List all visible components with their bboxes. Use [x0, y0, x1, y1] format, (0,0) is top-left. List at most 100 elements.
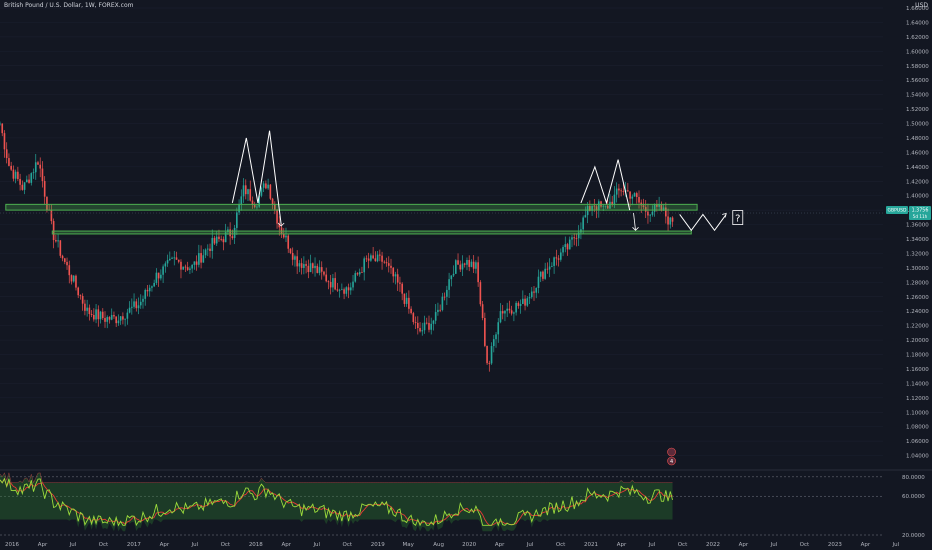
candle-body	[361, 272, 363, 273]
y-tick-label: 1.14000	[906, 381, 929, 387]
candle-body	[247, 189, 249, 195]
candle-body	[470, 261, 473, 267]
candle-body	[55, 240, 57, 242]
candle-body	[390, 265, 392, 268]
candle-body	[566, 244, 569, 250]
candle-body	[8, 158, 10, 166]
y-tick-label: 1.32000	[906, 251, 929, 257]
candle-body	[222, 239, 225, 243]
candle-body	[211, 237, 214, 251]
y-tick-label: 1.60000	[906, 49, 929, 55]
x-tick-label: Oct	[556, 542, 566, 548]
candle-body	[370, 255, 372, 261]
candle-body	[345, 287, 348, 294]
y-tick-label: 1.18000	[906, 353, 929, 359]
candle-body	[229, 229, 231, 237]
y-tick-label: 1.58000	[906, 64, 929, 70]
candle-body	[667, 216, 669, 225]
candle-body	[633, 193, 636, 197]
y-tick-label: 1.26000	[906, 295, 929, 301]
candle-body	[173, 257, 176, 259]
y-tick-label: 1.52000	[906, 107, 929, 113]
x-tick-label: 2020	[462, 542, 476, 548]
candle-body	[343, 289, 345, 294]
candle-body	[95, 309, 97, 320]
double-top-drawing	[580, 159, 631, 211]
x-tick-label: 2022	[706, 542, 720, 548]
y-tick-label: 1.20000	[906, 338, 929, 344]
candle-body	[452, 273, 455, 276]
candle-body	[671, 217, 674, 222]
candle-body	[164, 263, 167, 267]
candle-body	[535, 287, 538, 293]
candle-body	[662, 207, 665, 211]
candle-body	[329, 281, 332, 288]
candle-body	[233, 227, 236, 238]
candle-body	[28, 179, 30, 183]
candle-body	[307, 265, 310, 273]
candle-body	[656, 204, 658, 207]
candle-body	[300, 263, 303, 268]
candle-body	[287, 235, 290, 249]
candle-body	[88, 307, 91, 315]
candle-body	[446, 289, 448, 297]
rsi-tick-label: 60.0000	[902, 494, 925, 500]
candle-body	[262, 183, 265, 188]
candle-body	[81, 295, 84, 304]
x-tick-label: Oct	[342, 542, 352, 548]
y-tick-label: 1.12000	[906, 396, 929, 402]
candle-body	[589, 206, 591, 211]
candle-body	[303, 264, 305, 268]
candle-body	[37, 162, 39, 165]
candle-body	[504, 310, 506, 314]
resistance-zone	[5, 203, 698, 211]
y-tick-label: 1.66000	[906, 6, 929, 12]
y-tick-label: 1.56000	[906, 78, 929, 84]
candle-body	[240, 196, 243, 205]
x-tick-label: 2021	[584, 542, 598, 548]
candle-body	[168, 258, 171, 261]
candle-body	[379, 254, 381, 256]
y-tick-label: 1.62000	[906, 35, 929, 41]
candle-body	[119, 316, 122, 321]
candle-body	[43, 181, 46, 197]
candle-body	[90, 314, 93, 315]
candle-body	[144, 289, 147, 299]
projection-path	[679, 213, 727, 232]
candle-body	[180, 261, 182, 270]
candle-body	[396, 274, 399, 283]
candle-body	[481, 304, 484, 319]
candle-body	[564, 244, 567, 248]
candle-body	[57, 240, 59, 242]
candle-body	[3, 133, 6, 150]
currency-label[interactable]: USD	[915, 2, 928, 9]
y-tick-label: 1.44000	[906, 165, 929, 171]
candle-body	[437, 309, 439, 313]
y-tick-label: 1.46000	[906, 150, 929, 156]
candle-body	[70, 275, 73, 282]
candle-body	[280, 227, 283, 234]
x-tick-label: Apr	[38, 542, 48, 548]
candle-body	[658, 204, 660, 207]
candle-body	[224, 232, 227, 243]
arrow-down-icon	[277, 222, 285, 227]
candle-body	[602, 205, 605, 207]
annotation-box	[732, 210, 744, 225]
candle-body	[669, 217, 672, 225]
y-tick-label: 1.16000	[906, 367, 929, 373]
candle-body	[117, 320, 120, 324]
candle-body	[627, 190, 629, 192]
candle-body	[555, 257, 558, 259]
candle-body	[5, 149, 8, 159]
dividend-icon-label: 4	[670, 459, 673, 465]
candle-body	[59, 240, 62, 256]
price-badge-value: 1.3756	[912, 208, 929, 214]
candle-body	[356, 273, 359, 275]
rsi-tick-label: 80.0000	[902, 475, 925, 481]
candle-body	[198, 253, 200, 265]
candle-body	[468, 259, 471, 267]
candle-body	[99, 311, 102, 320]
candle-body	[113, 315, 115, 317]
candle-body	[271, 198, 274, 205]
